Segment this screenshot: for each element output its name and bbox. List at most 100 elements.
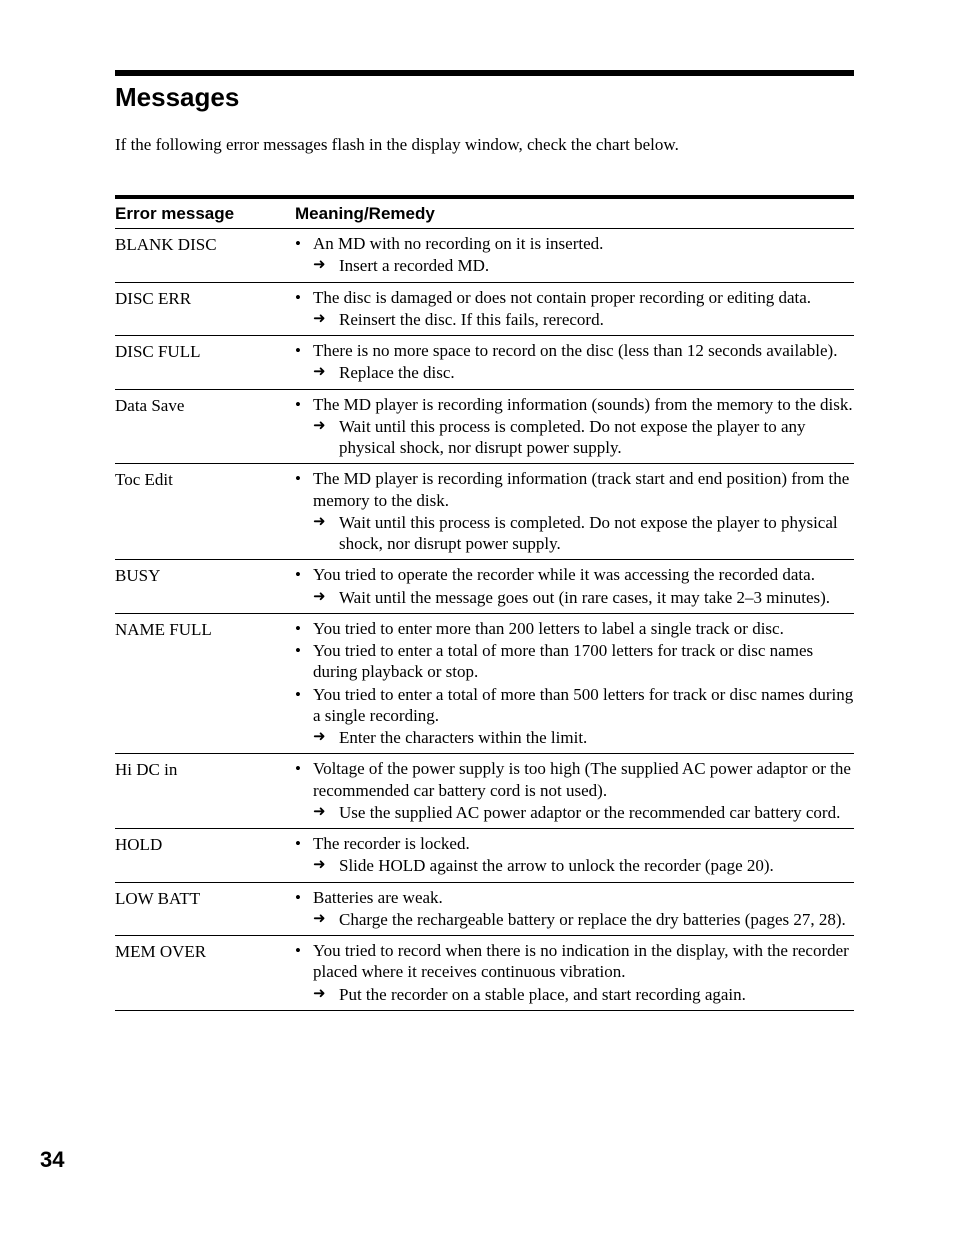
remedy-text: Reinsert the disc. If this fails, rereco… [339,309,854,330]
bullet-item: •The MD player is recording information … [295,394,854,415]
header-meaning: Meaning/Remedy [295,204,854,224]
meaning-cell: •Voltage of the power supply is too high… [295,758,854,824]
meaning-cell: •The recorder is locked.➜Slide HOLD agai… [295,833,854,878]
bullet-icon: • [295,287,313,308]
bullet-item: •You tried to record when there is no in… [295,940,854,983]
remedy-item: ➜Put the recorder on a stable place, and… [295,984,854,1005]
table-row: LOW BATT•Batteries are weak.➜Charge the … [115,883,854,937]
arrow-icon: ➜ [313,909,339,930]
header-error-message: Error message [115,204,295,224]
arrow-icon: ➜ [313,309,339,330]
table-headers: Error message Meaning/Remedy [115,204,854,229]
table-row: Toc Edit•The MD player is recording info… [115,464,854,560]
meaning-cell: •You tried to operate the recorder while… [295,564,854,609]
bullet-text: You tried to enter more than 200 letters… [313,618,854,639]
bullet-icon: • [295,640,313,683]
table-row: NAME FULL•You tried to enter more than 2… [115,614,854,755]
remedy-item: ➜Wait until this process is completed. D… [295,416,854,459]
page: Messages If the following error messages… [0,0,954,1233]
bullet-text: You tried to enter a total of more than … [313,684,854,727]
table-row: BUSY•You tried to operate the recorder w… [115,560,854,614]
meaning-cell: •You tried to enter more than 200 letter… [295,618,854,750]
remedy-item: ➜Use the supplied AC power adaptor or th… [295,802,854,823]
bullet-item: •Batteries are weak. [295,887,854,908]
arrow-icon: ➜ [313,727,339,748]
bullet-text: You tried to operate the recorder while … [313,564,854,585]
meaning-cell: •An MD with no recording on it is insert… [295,233,854,278]
arrow-icon: ➜ [313,855,339,876]
error-message-cell: DISC FULL [115,340,295,385]
meaning-cell: •There is no more space to record on the… [295,340,854,385]
bullet-item: •You tried to enter a total of more than… [295,684,854,727]
bullet-icon: • [295,564,313,585]
table-row: HOLD•The recorder is locked.➜Slide HOLD … [115,829,854,883]
bullet-item: •You tried to enter more than 200 letter… [295,618,854,639]
bullet-text: Voltage of the power supply is too high … [313,758,854,801]
remedy-item: ➜Charge the rechargeable battery or repl… [295,909,854,930]
bullet-text: The disc is damaged or does not contain … [313,287,854,308]
table-row: Hi DC in•Voltage of the power supply is … [115,754,854,829]
error-message-cell: Hi DC in [115,758,295,824]
remedy-text: Slide HOLD against the arrow to unlock t… [339,855,854,876]
error-message-cell: MEM OVER [115,940,295,1006]
remedy-text: Put the recorder on a stable place, and … [339,984,854,1005]
intro-text: If the following error messages flash in… [115,135,854,155]
remedy-text: Use the supplied AC power adaptor or the… [339,802,854,823]
remedy-item: ➜Enter the characters within the limit. [295,727,854,748]
remedy-item: ➜Reinsert the disc. If this fails, rerec… [295,309,854,330]
bullet-text: The MD player is recording information (… [313,394,854,415]
bullet-icon: • [295,833,313,854]
table-row: DISC FULL•There is no more space to reco… [115,336,854,390]
meaning-cell: •You tried to record when there is no in… [295,940,854,1006]
arrow-icon: ➜ [313,587,339,608]
bullet-text: The MD player is recording information (… [313,468,854,511]
error-message-cell: NAME FULL [115,618,295,750]
bullet-text: You tried to enter a total of more than … [313,640,854,683]
error-table: Error message Meaning/Remedy BLANK DISC•… [115,195,854,1011]
bullet-icon: • [295,940,313,983]
remedy-item: ➜Replace the disc. [295,362,854,383]
arrow-icon: ➜ [313,362,339,383]
meaning-cell: •The disc is damaged or does not contain… [295,287,854,332]
arrow-icon: ➜ [313,984,339,1005]
meaning-cell: •The MD player is recording information … [295,468,854,555]
bullet-item: •The disc is damaged or does not contain… [295,287,854,308]
table-row: BLANK DISC•An MD with no recording on it… [115,229,854,283]
bullet-icon: • [295,340,313,361]
bullet-text: The recorder is locked. [313,833,854,854]
remedy-text: Charge the rechargeable battery or repla… [339,909,854,930]
meaning-cell: •The MD player is recording information … [295,394,854,460]
bullet-item: •There is no more space to record on the… [295,340,854,361]
remedy-text: Wait until this process is completed. Do… [339,512,854,555]
bullet-icon: • [295,618,313,639]
remedy-text: Replace the disc. [339,362,854,383]
remedy-text: Enter the characters within the limit. [339,727,854,748]
table-body: BLANK DISC•An MD with no recording on it… [115,229,854,1011]
remedy-text: Wait until this process is completed. Do… [339,416,854,459]
error-message-cell: DISC ERR [115,287,295,332]
bullet-icon: • [295,887,313,908]
arrow-icon: ➜ [313,255,339,276]
table-head-rule [115,195,854,199]
table-row: DISC ERR•The disc is damaged or does not… [115,283,854,337]
bullet-item: •The MD player is recording information … [295,468,854,511]
remedy-item: ➜Wait until this process is completed. D… [295,512,854,555]
meaning-cell: •Batteries are weak.➜Charge the recharge… [295,887,854,932]
arrow-icon: ➜ [313,802,339,823]
remedy-text: Insert a recorded MD. [339,255,854,276]
arrow-icon: ➜ [313,416,339,459]
bullet-item: •You tried to enter a total of more than… [295,640,854,683]
arrow-icon: ➜ [313,512,339,555]
title-rule [115,70,854,76]
bullet-text: There is no more space to record on the … [313,340,854,361]
remedy-text: Wait until the message goes out (in rare… [339,587,854,608]
error-message-cell: BLANK DISC [115,233,295,278]
error-message-cell: HOLD [115,833,295,878]
bullet-item: •The recorder is locked. [295,833,854,854]
bullet-icon: • [295,468,313,511]
bullet-icon: • [295,758,313,801]
page-number: 34 [40,1147,64,1173]
error-message-cell: Toc Edit [115,468,295,555]
error-message-cell: LOW BATT [115,887,295,932]
table-row: Data Save•The MD player is recording inf… [115,390,854,465]
